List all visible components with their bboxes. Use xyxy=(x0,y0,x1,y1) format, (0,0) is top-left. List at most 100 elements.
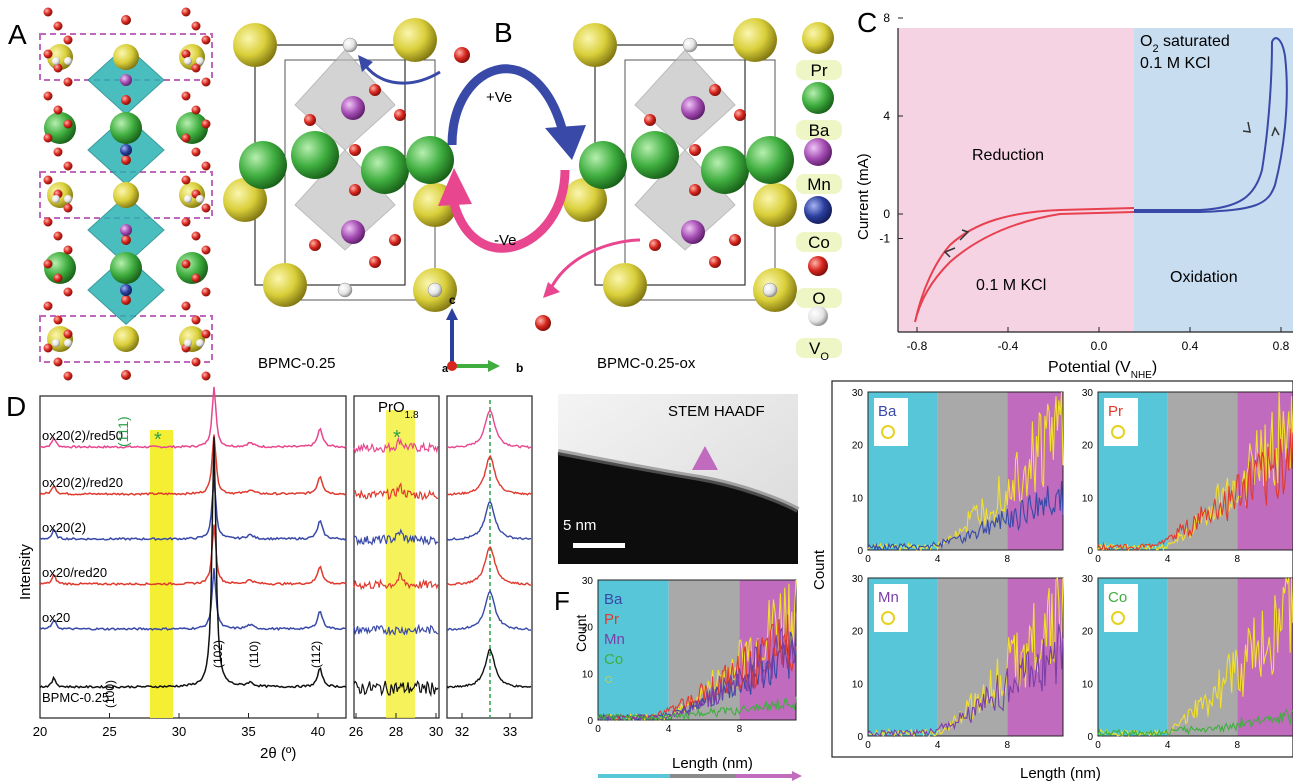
scale-label: 5 nm xyxy=(563,517,596,534)
ytick-label: 30 xyxy=(1082,388,1094,399)
o-atom xyxy=(191,21,201,31)
f-ylabel: Count xyxy=(573,615,589,652)
cv-curve-reduction xyxy=(914,207,1135,323)
pr-atom xyxy=(573,23,617,67)
c-ylabel: Current (mA) xyxy=(855,153,872,240)
xrd-trace xyxy=(39,524,347,586)
d-xtick-label: 33 xyxy=(503,724,517,739)
legend-label-bg xyxy=(796,288,842,308)
impurity-band-mid xyxy=(386,410,415,718)
f-legend-entry: Co xyxy=(604,651,623,668)
o-atom xyxy=(121,295,131,305)
xrd-trace xyxy=(39,568,347,632)
o-atom xyxy=(181,49,191,59)
stem-dark-region xyxy=(558,452,798,564)
legend-label-sub: O xyxy=(820,351,829,363)
ytick-label: 20 xyxy=(1082,627,1094,638)
vacancy-site xyxy=(184,339,192,347)
region-grey xyxy=(1167,578,1238,736)
o-atom xyxy=(181,91,191,101)
region-cyan xyxy=(598,580,669,720)
xtick-label: 8 xyxy=(1004,740,1010,751)
vacancy-site xyxy=(52,339,60,347)
legend-label-text: Pr xyxy=(811,61,828,80)
ytick-label: 20 xyxy=(852,627,864,638)
o-atom xyxy=(201,161,211,171)
o-atom xyxy=(191,357,201,367)
xrd-trace-peak xyxy=(446,408,532,450)
kcl-label: 0.1 M KCl xyxy=(976,277,1046,294)
legend-label-bg xyxy=(796,120,842,140)
plot-frame xyxy=(1097,577,1293,737)
legend-swatch xyxy=(808,306,828,326)
vacancy-site xyxy=(427,282,443,298)
stem-title: STEM HAADF xyxy=(668,403,765,420)
linescan-trace xyxy=(1097,428,1293,552)
reduction-label: Reduction xyxy=(972,147,1044,164)
peak-102: (102) xyxy=(211,640,225,668)
xrd-trace-peak xyxy=(446,454,532,496)
xtick-label: 8 xyxy=(737,724,743,735)
subplot-element-label: Pr xyxy=(1108,403,1123,420)
plot-frame xyxy=(1097,391,1293,551)
legend-label-bg xyxy=(796,174,842,194)
o-atom xyxy=(369,256,381,268)
linescan-trace xyxy=(867,480,1064,552)
vacancy-site xyxy=(196,57,204,65)
f-length-arrowhead xyxy=(792,771,802,781)
xtick-label: 0 xyxy=(1095,740,1101,751)
arrow-label-plus: +Ve xyxy=(486,89,512,106)
o-atom xyxy=(181,7,191,17)
panel-label-a: A xyxy=(8,19,27,50)
legend-label: VO xyxy=(809,339,829,363)
o-atom xyxy=(53,63,63,73)
xrd-main-traces xyxy=(39,386,347,689)
ytick-label: 0 xyxy=(857,546,863,557)
o-atom xyxy=(43,175,53,185)
mn-atom xyxy=(681,220,705,244)
o-atom xyxy=(121,235,131,245)
legend-label: Co xyxy=(808,233,830,252)
yellow-circle-marker xyxy=(1111,611,1125,625)
b-site-atom xyxy=(120,144,132,156)
o-atom xyxy=(121,95,131,105)
xrd-trace-zoom xyxy=(353,571,439,591)
pr-atom xyxy=(563,178,607,222)
axis-a-dot xyxy=(447,361,457,371)
cv-direction-marker-1 xyxy=(959,229,970,241)
elemental-subplot: 0 4 8 0 10 20 30 Pr xyxy=(1082,388,1293,565)
o-atom xyxy=(53,315,63,325)
elemental-subplot: 0 4 8 0 10 20 30 Mn xyxy=(852,574,1064,751)
d-xtick-label: 25 xyxy=(102,724,116,739)
subplot-element-label: Mn xyxy=(878,589,899,606)
xrd-sample-label: ox20(2) xyxy=(42,520,86,535)
o-atom xyxy=(43,343,53,353)
o-atom xyxy=(191,315,201,325)
o-atom xyxy=(201,119,211,129)
d-xtick-label: 20 xyxy=(33,724,47,739)
c-ytick-label: 4 xyxy=(883,109,890,123)
free-oxygen-atom-bottom xyxy=(535,315,551,331)
ytick-label: 30 xyxy=(852,388,864,399)
f-legend-entry: Mn xyxy=(604,631,625,648)
xrd-trace-peak xyxy=(446,590,532,631)
yellow-circle-marker xyxy=(881,425,895,439)
caption-bpmc-ox: BPMC-0.25-ox xyxy=(597,355,696,372)
g-xlabel: Length (nm) xyxy=(1020,765,1101,782)
panel-a: A xyxy=(8,7,213,381)
elemental-frame xyxy=(831,380,1293,758)
legend-label-bg xyxy=(796,338,842,358)
panel-label-d: D xyxy=(6,391,26,422)
o-atom xyxy=(689,184,701,196)
legend-swatch xyxy=(802,82,834,114)
c-ytick-label: -1 xyxy=(879,232,890,246)
o-atom xyxy=(121,155,131,165)
ytick-label: 10 xyxy=(1082,679,1094,690)
ba-atom xyxy=(746,136,794,184)
vacancy-site xyxy=(337,282,353,298)
pr-atom xyxy=(603,263,647,307)
xrd-trace-zoom xyxy=(353,680,439,698)
elemental-subplot: 0 4 8 0 10 20 30 Ba xyxy=(852,388,1064,565)
